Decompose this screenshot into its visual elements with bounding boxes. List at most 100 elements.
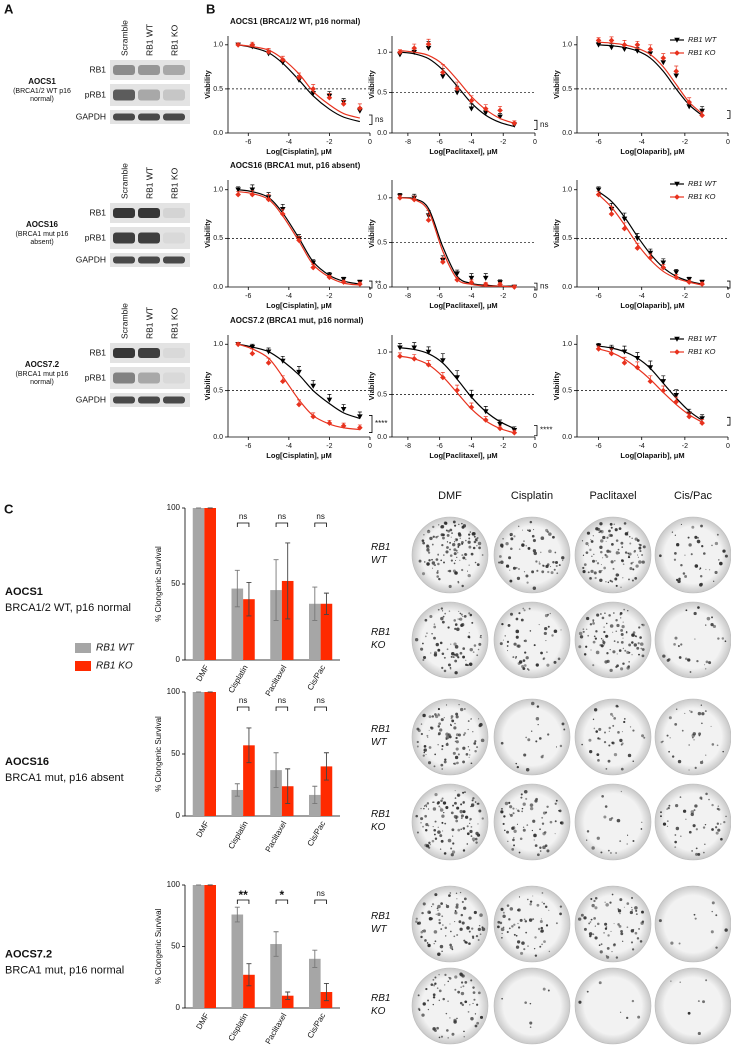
colony [443, 561, 445, 564]
colony [453, 548, 457, 552]
colony [578, 645, 582, 649]
colony [508, 927, 511, 930]
colony [720, 837, 723, 841]
colony [436, 802, 440, 805]
colony [602, 640, 606, 645]
colony [425, 804, 428, 807]
data-point [249, 187, 256, 193]
colony [460, 814, 464, 818]
colony [438, 918, 441, 922]
colony [529, 1021, 533, 1025]
colony [510, 534, 512, 537]
x-tick-label: -2 [326, 443, 332, 450]
colony [456, 1017, 458, 1020]
colony [476, 1021, 480, 1025]
x-tick-label: -2 [326, 139, 332, 146]
colony [502, 537, 505, 540]
colony [635, 909, 638, 912]
colony [473, 998, 476, 1001]
colony [593, 571, 597, 575]
colony [628, 552, 632, 556]
cell-line-label: AOCS1 [28, 77, 56, 86]
colony [606, 622, 608, 625]
colony [593, 553, 595, 556]
y-tick-label: 50 [171, 942, 180, 951]
data-point [699, 420, 705, 426]
colony [469, 613, 473, 617]
x-axis-label: Log[Paclitaxel], μM [429, 147, 497, 156]
colony [639, 543, 642, 547]
colony [430, 726, 434, 730]
colony [500, 927, 505, 932]
colony [455, 733, 459, 737]
colony [456, 933, 459, 936]
data-point [468, 393, 475, 399]
plate [574, 783, 652, 861]
colony [562, 559, 564, 562]
colony [603, 815, 607, 819]
colony [457, 656, 460, 659]
plate-row-label: RB1 KO [371, 809, 391, 833]
colony [460, 828, 462, 831]
colony [471, 532, 476, 536]
colony [461, 568, 464, 572]
colony [445, 704, 448, 706]
colony [599, 643, 602, 647]
bar [231, 914, 244, 1008]
colony [428, 916, 433, 921]
colony [538, 624, 540, 626]
colony [715, 946, 718, 949]
colony [699, 760, 704, 765]
colony [524, 651, 527, 654]
plate [574, 885, 652, 963]
colony [500, 741, 504, 745]
colony [441, 950, 443, 952]
colony [544, 905, 548, 909]
x-axis-label: Log[Paclitaxel], μM [429, 451, 497, 460]
colony [629, 536, 631, 538]
error-bar [312, 949, 318, 968]
colony [540, 926, 544, 930]
colony [462, 556, 466, 560]
x-tick-label: 0 [533, 139, 537, 146]
colony [439, 944, 444, 949]
colony [459, 927, 463, 931]
plate-column-label: Cisplatin [511, 490, 553, 502]
colony [441, 915, 444, 918]
colony [469, 819, 471, 821]
colony [470, 803, 475, 807]
colony [527, 738, 531, 742]
colony [443, 717, 445, 719]
colony [638, 560, 642, 564]
colony [474, 1013, 477, 1015]
colony [723, 820, 726, 824]
colony [446, 546, 449, 549]
colony [438, 714, 441, 717]
colony [694, 535, 698, 539]
x-tick-label: -6 [437, 443, 443, 450]
colony [529, 1002, 532, 1005]
colony [589, 577, 592, 580]
plate-row-label: RB1 WT [371, 724, 391, 748]
data-point [674, 349, 680, 355]
data-point [454, 375, 460, 381]
plate [574, 698, 652, 776]
colony [620, 790, 622, 793]
colony [555, 746, 557, 748]
colony [539, 850, 542, 852]
colony [501, 622, 504, 626]
colony [604, 612, 606, 614]
x-tick-label: -2 [682, 293, 688, 300]
colony [636, 554, 639, 556]
x-tick-label: -6 [437, 139, 443, 146]
y-tick-label: 0.5 [562, 387, 572, 394]
colony [445, 529, 448, 532]
colony [634, 931, 638, 935]
colony [586, 830, 590, 833]
colony [547, 733, 550, 736]
colony [554, 802, 557, 805]
colony [454, 790, 456, 792]
colony [472, 797, 475, 800]
colony [556, 572, 559, 575]
colony [452, 542, 456, 547]
